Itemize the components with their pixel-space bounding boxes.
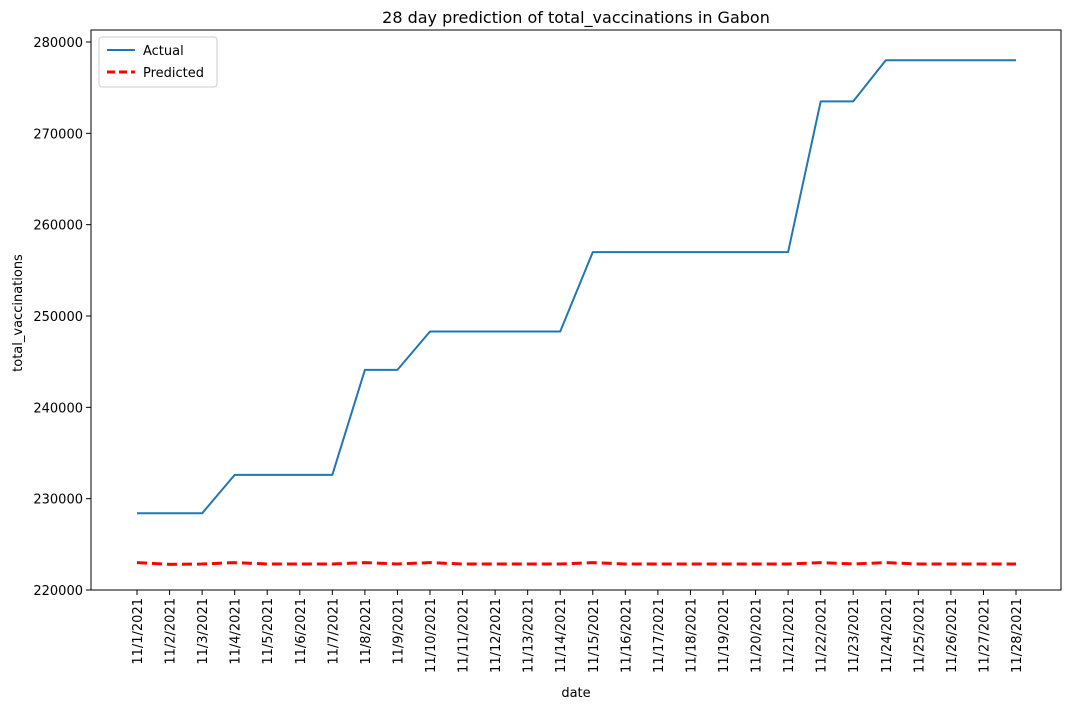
x-tick-label: 11/16/2021 <box>619 598 634 673</box>
y-tick-label: 270000 <box>33 127 83 142</box>
x-tick-label: 11/19/2021 <box>717 598 732 673</box>
x-tick-label: 11/28/2021 <box>1010 598 1025 673</box>
x-tick-label: 11/10/2021 <box>424 598 439 673</box>
series-line-actual <box>137 59 1016 515</box>
y-axis-label: total_vaccinations <box>11 254 26 372</box>
x-tick-label: 11/15/2021 <box>587 598 602 673</box>
legend-predicted-label: Predicted <box>143 66 204 81</box>
x-tick-label: 11/6/2021 <box>294 598 309 665</box>
x-tick-label: 11/2/2021 <box>164 598 179 665</box>
x-tick-label: 11/1/2021 <box>131 598 146 665</box>
x-tick-label: 11/18/2021 <box>684 598 699 673</box>
x-tick-label: 11/3/2021 <box>196 598 211 665</box>
chart-title: 28 day prediction of total_vaccinations … <box>382 8 770 28</box>
x-tick-label: 11/9/2021 <box>391 598 406 665</box>
x-tick-label: 11/20/2021 <box>750 598 765 673</box>
x-tick-label: 11/4/2021 <box>229 598 244 665</box>
x-tick-label: 11/21/2021 <box>782 598 797 673</box>
x-axis: 11/1/2021 11/2/2021 11/3/2021 11/4/2021 11/5… <box>131 590 1025 673</box>
y-axis: 220000 230000 240000 250000 260000 270000 2800… <box>33 36 91 599</box>
legend-actual-label: Actual <box>143 44 184 59</box>
y-tick-label: 250000 <box>33 310 83 325</box>
y-tick-label: 230000 <box>33 493 83 508</box>
x-axis-label: date <box>561 686 590 701</box>
x-tick-label: 11/27/2021 <box>977 598 992 673</box>
legend: Actual Predicted <box>98 36 218 88</box>
x-tick-label: 11/7/2021 <box>326 598 341 665</box>
x-tick-label: 11/23/2021 <box>847 598 862 673</box>
x-tick-label: 11/26/2021 <box>945 598 960 673</box>
x-tick-label: 11/13/2021 <box>522 598 537 673</box>
x-tick-label: 11/8/2021 <box>359 598 374 665</box>
x-tick-label: 11/14/2021 <box>554 598 569 673</box>
x-tick-label: 11/22/2021 <box>815 598 830 673</box>
x-tick-label: 11/25/2021 <box>912 598 927 673</box>
plot-frame <box>90 29 1062 591</box>
series-line-predicted <box>136 561 1016 566</box>
y-tick-label: 280000 <box>33 36 83 51</box>
x-tick-label: 11/5/2021 <box>261 598 276 665</box>
series-layer <box>136 59 1016 566</box>
y-tick-label: 240000 <box>33 401 83 416</box>
x-tick-label: 11/17/2021 <box>652 598 667 673</box>
y-tick-label: 220000 <box>33 584 83 599</box>
y-tick-label: 260000 <box>33 219 83 234</box>
x-tick-label: 11/12/2021 <box>489 598 504 673</box>
plot-area <box>91 30 1061 590</box>
x-tick-label: 11/11/2021 <box>457 598 472 673</box>
x-tick-label: 11/24/2021 <box>880 598 895 673</box>
